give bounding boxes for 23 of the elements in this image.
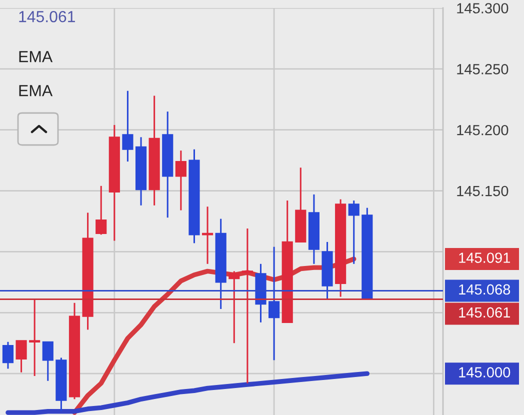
candlestick [175,150,186,212]
line-series [6,371,370,415]
ref-line-label: 145.068 [459,284,510,295]
candlestick [228,270,240,344]
candlestick [16,340,27,374]
annotation: EMA [19,85,53,96]
y-tick-label: 145.250 [457,64,508,74]
annotation: EMA [19,51,53,62]
ref-line-label: 145.061 [459,307,510,318]
y-tick-label: 145.300 [457,3,508,14]
y-tick-label: 145.150 [457,186,508,196]
candlestick [42,341,54,382]
text: 145.000 [459,367,510,378]
annotation: 145.061 [19,10,75,22]
candlestick [96,185,107,236]
candlestick [202,206,214,265]
candlestick [29,298,40,377]
candlestick [2,341,14,370]
candlestick [122,90,134,162]
y-tick-label: 145.200 [457,124,508,136]
text: 145.091 [459,252,510,263]
candlestick [348,200,360,265]
candlestick [242,228,253,384]
